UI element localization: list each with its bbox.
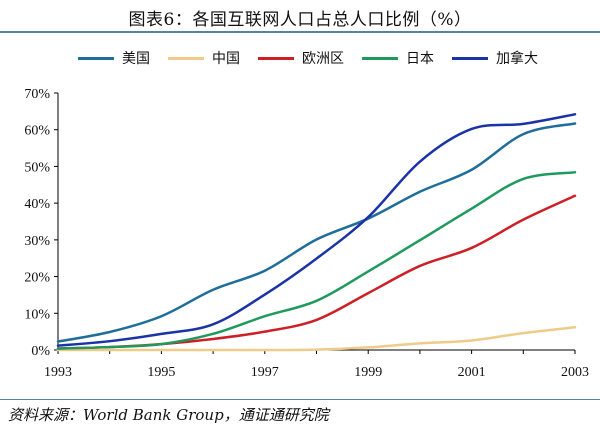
legend-label: 中国: [212, 51, 240, 67]
x-tick-label: 2003: [561, 365, 589, 380]
legend-swatch: [258, 56, 294, 60]
line-chart: 0% 10% 20% 30% 40% 50% 60% 70% 1993 1995 1997 1999 2…: [24, 87, 589, 380]
legend-item: 欧洲区: [258, 48, 344, 68]
y-tick-label: 40%: [24, 197, 50, 212]
legend-item: 日本: [362, 48, 434, 68]
x-tick-label: 1999: [354, 365, 382, 380]
legend-item: 中国: [168, 48, 240, 68]
y-tick-label: 20%: [24, 271, 50, 286]
y-tick-label: 10%: [24, 307, 50, 322]
y-tick-label: 60%: [24, 124, 50, 139]
legend-swatch: [362, 56, 398, 60]
y-tick-label: 70%: [24, 87, 50, 102]
chart-title: 图表6：各国互联网人口占总人口比例（%）: [128, 10, 472, 30]
legend-label: 加拿大: [496, 51, 538, 67]
source-divider: [0, 399, 600, 400]
chart-legend: 美国 中国 欧洲区 日本 加拿大: [78, 48, 538, 68]
legend-item: 加拿大: [452, 48, 538, 68]
series-line-4: [56, 171, 577, 350]
legend-swatch: [78, 56, 114, 60]
series-line-5: [56, 113, 577, 347]
y-tick-label: 30%: [24, 234, 50, 249]
legend-swatch: [452, 56, 488, 60]
legend-label: 欧洲区: [302, 51, 344, 67]
legend-label: 美国: [122, 51, 150, 67]
legend-item: 美国: [78, 48, 150, 68]
legend-label: 日本: [406, 51, 434, 67]
title-divider: [0, 31, 600, 33]
x-tick-label: 1993: [44, 365, 72, 380]
legend-swatch: [168, 56, 204, 60]
x-tick-label: 1997: [251, 365, 279, 380]
series-line-1: [56, 122, 577, 343]
source-note: 资料来源：World Bank Group，通证通研究院: [8, 406, 329, 424]
series-line-2: [56, 325, 577, 352]
y-tick-label: 50%: [24, 160, 50, 175]
y-tick-label: 0%: [31, 344, 50, 359]
x-tick-label: 1995: [147, 365, 175, 380]
x-tick-label: 2001: [458, 365, 486, 380]
